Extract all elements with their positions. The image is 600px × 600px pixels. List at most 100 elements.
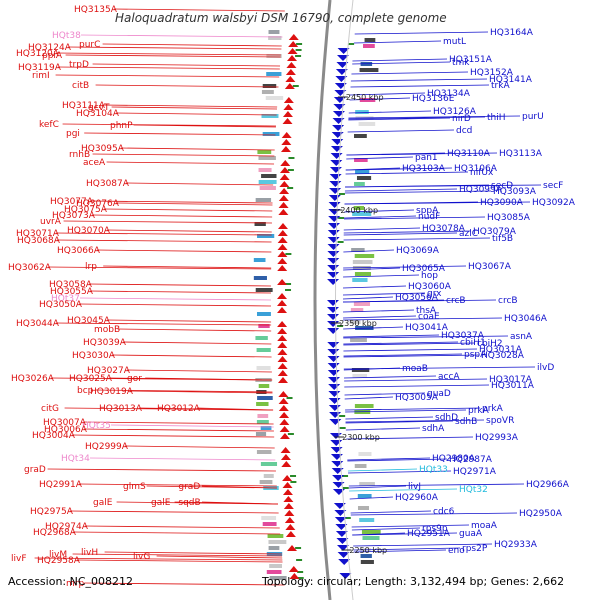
forward-gene-arrow (281, 132, 292, 138)
right-gene-label: cbiH1 (460, 338, 486, 348)
gc-marker (297, 577, 304, 579)
left-gene-label: HQ3077A (50, 197, 94, 207)
left-gene-label: aceA (83, 158, 106, 168)
right-gene-label: tmk (452, 58, 470, 68)
right-gene-label: HQ3031A (479, 345, 523, 355)
right-gene-label: crcB (498, 296, 518, 306)
left-gene-label: HQ3026A (11, 374, 55, 384)
feature-box (358, 122, 376, 126)
feature-box (363, 44, 375, 48)
feature-box (269, 576, 287, 580)
reverse-gene-arrow (330, 447, 343, 453)
left-gene-label: bcp (77, 386, 94, 396)
feature-box (351, 248, 365, 252)
label-connector (83, 428, 274, 432)
label-connector (350, 84, 490, 88)
forward-gene-arrow (282, 118, 293, 124)
feature-box (262, 132, 280, 136)
left-gene-label: galE (93, 498, 113, 508)
forward-gene-arrow (282, 475, 293, 481)
feature-box (352, 260, 373, 264)
right-gene-label: HQ3106A (454, 164, 498, 174)
feature-box (360, 560, 374, 564)
label-connector (343, 285, 407, 289)
label-connector (201, 501, 279, 505)
left-gene-label: HQt34 (61, 454, 90, 464)
forward-gene-arrow (277, 237, 288, 243)
feature-box (256, 348, 271, 352)
feature-box (268, 546, 280, 550)
feature-box (354, 404, 374, 408)
right-gene-label: HQ3099A (459, 185, 503, 195)
reverse-gene-arrow (331, 461, 344, 467)
reverse-gene-arrow (335, 531, 348, 537)
left-gene-label: HQ3066A (57, 246, 101, 256)
left-gene-label: mrp (66, 579, 84, 589)
reverse-gene-arrow (327, 300, 339, 306)
left-gene-label: HQ3124A (28, 43, 72, 53)
feature-box (352, 212, 372, 216)
forward-gene-arrow (282, 489, 293, 495)
label-connector (350, 512, 518, 516)
label-connector (345, 409, 467, 413)
left-gene-label: rimI (32, 71, 50, 81)
feature-box (266, 72, 282, 76)
reverse-gene-arrow (328, 195, 341, 201)
right-gene-label: HQ3151A (449, 55, 493, 65)
right-gene-label: mutL (443, 37, 466, 47)
label-connector (34, 557, 283, 561)
reverse-gene-arrow (329, 167, 342, 173)
forward-gene-arrow (283, 503, 294, 509)
left-gene-label: HQ3030A (72, 351, 116, 361)
right-gene-label: azlC (459, 229, 478, 239)
forward-gene-arrow (282, 111, 293, 117)
left-gene-label: HQ3006A (44, 425, 88, 435)
label-connector (344, 209, 415, 213)
right-gene-label: HQ2951A (407, 529, 451, 539)
forward-gene-arrow (288, 34, 299, 40)
label-connector (145, 377, 273, 381)
right-gene-label: trkA (491, 81, 510, 91)
label-connector (346, 436, 474, 440)
label-connector (352, 61, 451, 65)
feature-box (354, 272, 372, 276)
feature-box (268, 30, 280, 34)
feature-boxes (253, 30, 381, 580)
right-gene-label: HQ3093A (493, 187, 537, 197)
forward-gene-arrow (277, 342, 288, 348)
left-gene-label: HQ2975A (30, 507, 74, 517)
forward-gene-arrow (283, 97, 294, 103)
right-gene-label: crcB (446, 296, 466, 306)
label-connector (120, 147, 275, 151)
right-gene-label: accA (438, 372, 460, 382)
gc-marker (339, 415, 346, 417)
reverse-gene-arrow (327, 328, 340, 334)
reverse-gene-arrow (332, 482, 345, 488)
left-gene-label: HQ3062A (8, 263, 52, 273)
forward-gene-arrow (280, 454, 291, 460)
label-connector (62, 123, 276, 127)
label-connector (348, 110, 432, 114)
right-gene-label: HQ2993A (475, 433, 519, 443)
forward-gene-arrow (287, 55, 298, 61)
reverse-gene-arrow (331, 132, 344, 138)
label-connector (344, 190, 492, 194)
right-gene-label: HQ3134A (427, 89, 471, 99)
forward-gene-arrow (278, 405, 289, 411)
left-gene-label: livG (133, 552, 150, 562)
gc-marker (287, 169, 294, 171)
label-connector (353, 543, 493, 547)
feature-box (256, 420, 269, 424)
feature-box (255, 432, 267, 436)
reverse-gene-arrow (327, 314, 340, 320)
label-connector (345, 416, 434, 420)
left-gene-label: HQ2999A (85, 442, 129, 452)
label-connector (343, 265, 467, 269)
label-connector (351, 71, 469, 75)
forward-gene-arrow (279, 167, 290, 173)
label-connector (347, 457, 431, 461)
right-gene-label: HQt33 (419, 465, 448, 475)
left-gene-label: HQ3055A (50, 287, 94, 297)
feature-box (352, 278, 368, 282)
gc-marker (348, 43, 355, 45)
